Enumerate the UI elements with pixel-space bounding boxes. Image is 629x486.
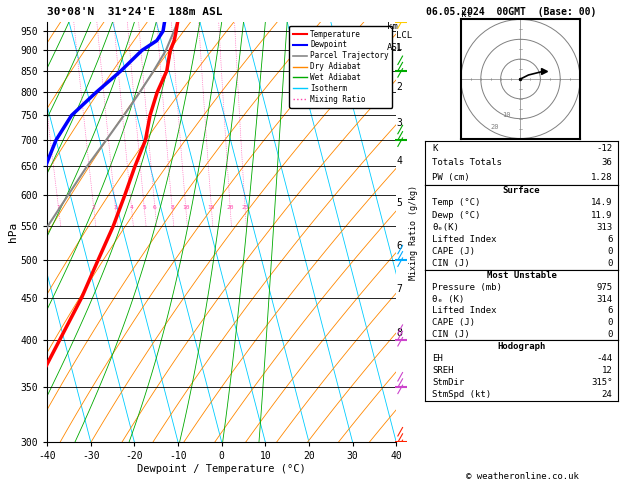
Text: 25: 25 xyxy=(242,205,249,209)
Text: θₑ(K): θₑ(K) xyxy=(432,223,459,232)
Text: K: K xyxy=(432,144,438,153)
Text: 4: 4 xyxy=(130,205,133,209)
Text: 8: 8 xyxy=(170,205,174,209)
Text: Surface: Surface xyxy=(503,186,540,195)
X-axis label: Dewpoint / Temperature (°C): Dewpoint / Temperature (°C) xyxy=(137,464,306,474)
Text: StmSpd (kt): StmSpd (kt) xyxy=(432,390,491,399)
Text: Temp (°C): Temp (°C) xyxy=(432,198,481,208)
Text: SREH: SREH xyxy=(432,366,454,375)
Text: 1: 1 xyxy=(396,43,402,52)
Text: 975: 975 xyxy=(596,283,613,292)
Text: 12: 12 xyxy=(602,366,613,375)
Text: PW (cm): PW (cm) xyxy=(432,173,470,182)
Text: 0: 0 xyxy=(607,247,613,256)
Text: -12: -12 xyxy=(596,144,613,153)
Text: StmDir: StmDir xyxy=(432,378,465,387)
Text: CIN (J): CIN (J) xyxy=(432,330,470,339)
Text: 314: 314 xyxy=(596,295,613,304)
Text: 2: 2 xyxy=(396,82,402,92)
Text: CAPE (J): CAPE (J) xyxy=(432,247,476,256)
Text: 3: 3 xyxy=(114,205,117,209)
Text: 2: 2 xyxy=(92,205,96,209)
Text: 6: 6 xyxy=(153,205,157,209)
Text: 15: 15 xyxy=(208,205,215,209)
Text: 24: 24 xyxy=(602,390,613,399)
Text: 4: 4 xyxy=(396,156,402,166)
Text: 5: 5 xyxy=(396,198,402,208)
Text: Most Unstable: Most Unstable xyxy=(486,271,557,280)
Text: 10: 10 xyxy=(503,112,511,118)
Text: Dewp (°C): Dewp (°C) xyxy=(432,210,481,220)
Legend: Temperature, Dewpoint, Parcel Trajectory, Dry Adiabat, Wet Adiabat, Isotherm, Mi: Temperature, Dewpoint, Parcel Trajectory… xyxy=(289,26,392,108)
Text: © weatheronline.co.uk: © weatheronline.co.uk xyxy=(465,472,579,481)
Text: Lifted Index: Lifted Index xyxy=(432,235,497,244)
Text: 8: 8 xyxy=(396,328,402,338)
Text: Pressure (mb): Pressure (mb) xyxy=(432,283,502,292)
Text: 6: 6 xyxy=(396,241,402,251)
Text: 36: 36 xyxy=(602,158,613,167)
Text: 30°08'N  31°24'E  188m ASL: 30°08'N 31°24'E 188m ASL xyxy=(47,7,223,17)
Text: EH: EH xyxy=(432,354,443,363)
Text: 315°: 315° xyxy=(591,378,613,387)
Text: 20: 20 xyxy=(226,205,234,209)
Text: 313: 313 xyxy=(596,223,613,232)
Text: 0: 0 xyxy=(607,259,613,268)
Text: 06.05.2024  00GMT  (Base: 00): 06.05.2024 00GMT (Base: 00) xyxy=(426,7,597,17)
Text: 11.9: 11.9 xyxy=(591,210,613,220)
Text: 1.28: 1.28 xyxy=(591,173,613,182)
Text: ASL: ASL xyxy=(387,43,403,52)
Text: 6: 6 xyxy=(607,306,613,315)
Text: Totals Totals: Totals Totals xyxy=(432,158,502,167)
Text: Mixing Ratio (g/kg): Mixing Ratio (g/kg) xyxy=(409,185,418,279)
Text: 3: 3 xyxy=(396,118,402,128)
Text: CIN (J): CIN (J) xyxy=(432,259,470,268)
Text: CAPE (J): CAPE (J) xyxy=(432,318,476,327)
Text: 7: 7 xyxy=(396,284,402,294)
Text: 10: 10 xyxy=(182,205,189,209)
Text: Hodograph: Hodograph xyxy=(498,342,545,351)
Text: 20: 20 xyxy=(491,123,499,130)
Text: LCL: LCL xyxy=(396,31,413,40)
Text: θₑ (K): θₑ (K) xyxy=(432,295,465,304)
Text: -44: -44 xyxy=(596,354,613,363)
Text: 5: 5 xyxy=(142,205,146,209)
Text: 6: 6 xyxy=(607,235,613,244)
Text: km: km xyxy=(387,22,398,31)
Text: 0: 0 xyxy=(607,330,613,339)
Y-axis label: hPa: hPa xyxy=(8,222,18,242)
Text: 0: 0 xyxy=(607,318,613,327)
Text: 14.9: 14.9 xyxy=(591,198,613,208)
Text: 1: 1 xyxy=(57,205,60,209)
Text: Lifted Index: Lifted Index xyxy=(432,306,497,315)
Text: kt: kt xyxy=(461,10,472,18)
